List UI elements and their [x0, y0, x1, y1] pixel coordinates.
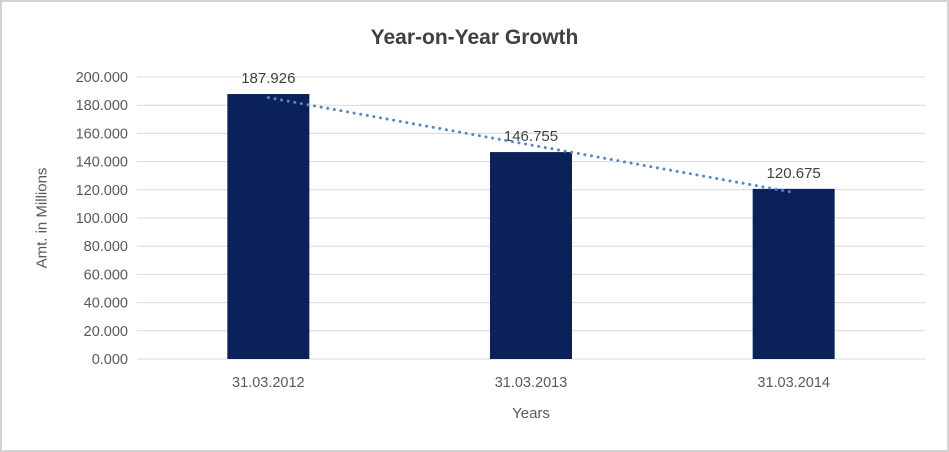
- y-tick-label: 20.000: [84, 324, 128, 340]
- y-tick-label: 100.000: [76, 211, 128, 227]
- x-category-label: 31.03.2013: [495, 375, 568, 391]
- bar: [490, 152, 572, 359]
- x-category-label: 31.03.2014: [757, 375, 830, 391]
- y-tick-label: 40.000: [84, 296, 128, 312]
- data-label: 146.755: [504, 128, 558, 145]
- y-tick-label: 80.000: [84, 239, 128, 255]
- y-tick-label: 60.000: [84, 267, 128, 283]
- y-tick-label: 180.000: [76, 98, 128, 114]
- chart-title: Year-on-Year Growth: [370, 26, 579, 49]
- data-label: 187.926: [241, 70, 295, 87]
- trendline: [266, 96, 796, 194]
- y-tick-label: 200.000: [76, 70, 128, 86]
- data-label: 120.675: [767, 165, 821, 182]
- x-category-label: 31.03.2012: [232, 375, 305, 391]
- bar: [752, 188, 835, 359]
- bar: [227, 94, 310, 359]
- y-tick-label: 160.000: [76, 126, 128, 142]
- y-tick-label: 140.000: [76, 155, 128, 171]
- x-axis-title: Years: [512, 405, 550, 422]
- y-tick-label: 120.000: [76, 183, 128, 199]
- y-tick-label: 0.000: [92, 352, 128, 368]
